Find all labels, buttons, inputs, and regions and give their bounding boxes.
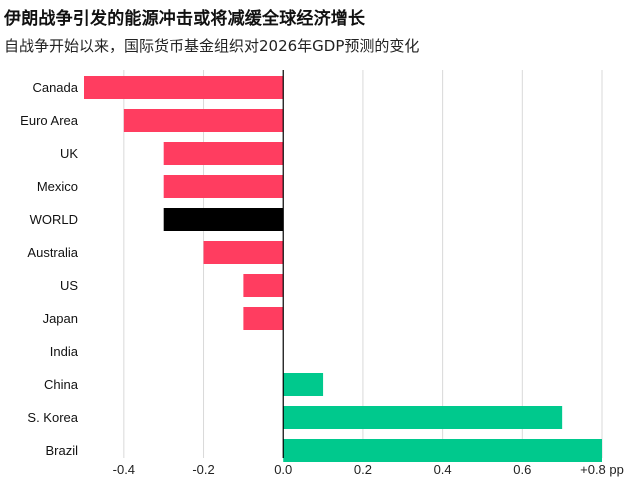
category-label: India	[50, 344, 79, 359]
category-label: Mexico	[37, 179, 78, 194]
category-labels: Canada Euro Area UK Mexico WORLD Australia US J…	[20, 80, 79, 458]
bar-canada	[84, 76, 284, 99]
category-label: UK	[60, 146, 78, 161]
bar-s-korea	[283, 406, 563, 429]
bar-uk	[163, 142, 284, 165]
category-label: Canada	[32, 80, 78, 95]
x-tick-label: -0.4	[113, 462, 135, 477]
bar-brazil	[283, 439, 602, 462]
bar-australia	[203, 241, 284, 264]
category-label: Japan	[43, 311, 78, 326]
category-label: Australia	[27, 245, 78, 260]
x-tick-label: 0.6	[513, 462, 531, 477]
x-tick-labels: -0.4 -0.2 0.0 0.2 0.4 0.6 +0.8 pp	[113, 462, 624, 477]
category-label: US	[60, 278, 78, 293]
x-tick-label: 0.2	[354, 462, 372, 477]
category-label: Brazil	[45, 443, 78, 458]
chart-subtitle: 自战争开始以来，国际货币基金组织对2026年GDP预测的变化	[4, 37, 420, 55]
bar-china	[283, 373, 324, 396]
chart-title: 伊朗战争引发的能源冲击或将减缓全球经济增长	[4, 9, 366, 29]
category-label: Euro Area	[20, 113, 79, 128]
x-tick-label: +0.8 pp	[580, 462, 624, 477]
category-label: S. Korea	[27, 410, 78, 425]
bar-us	[243, 274, 284, 297]
bars	[84, 76, 602, 462]
gridlines	[123, 70, 603, 458]
bar-mexico	[163, 175, 284, 198]
category-label: China	[44, 377, 79, 392]
bar-japan	[243, 307, 284, 330]
x-tick-label: -0.2	[192, 462, 214, 477]
bar-world	[163, 208, 284, 231]
category-label: WORLD	[30, 212, 78, 227]
bar-euro-area	[123, 109, 284, 132]
x-tick-label: 0.4	[434, 462, 452, 477]
x-tick-label: 0.0	[274, 462, 292, 477]
